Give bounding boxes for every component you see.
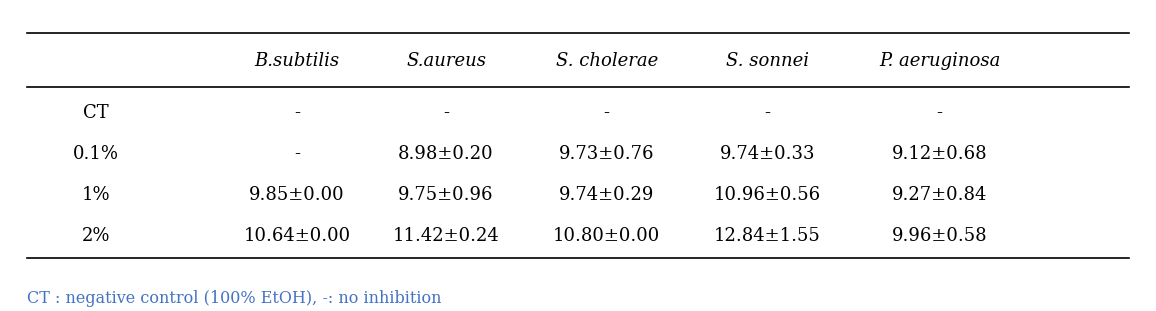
Text: 10.96±0.56: 10.96±0.56: [713, 186, 821, 204]
Text: 9.74±0.29: 9.74±0.29: [560, 186, 654, 204]
Text: -: -: [936, 104, 942, 122]
Text: S.aureus: S.aureus: [406, 52, 486, 70]
Text: P. aeruginosa: P. aeruginosa: [879, 52, 1000, 70]
Text: 9.75±0.96: 9.75±0.96: [399, 186, 494, 204]
Text: 10.64±0.00: 10.64±0.00: [243, 227, 350, 245]
Text: 2%: 2%: [82, 227, 110, 245]
Text: 10.80±0.00: 10.80±0.00: [553, 227, 660, 245]
Text: CT : negative control (100% EtOH), -: no inhibition: CT : negative control (100% EtOH), -: no…: [27, 290, 442, 307]
Text: 9.73±0.76: 9.73±0.76: [560, 145, 654, 163]
Text: B.subtilis: B.subtilis: [254, 52, 340, 70]
Text: 9.74±0.33: 9.74±0.33: [720, 145, 815, 163]
Text: 9.85±0.00: 9.85±0.00: [249, 186, 344, 204]
Text: 9.96±0.58: 9.96±0.58: [891, 227, 987, 245]
Text: 12.84±1.55: 12.84±1.55: [714, 227, 821, 245]
Text: -: -: [764, 104, 770, 122]
Text: 9.27±0.84: 9.27±0.84: [891, 186, 987, 204]
Text: 9.12±0.68: 9.12±0.68: [891, 145, 987, 163]
Text: 11.42±0.24: 11.42±0.24: [393, 227, 499, 245]
Text: S. cholerae: S. cholerae: [556, 52, 658, 70]
Text: -: -: [603, 104, 609, 122]
Text: 1%: 1%: [82, 186, 110, 204]
Text: 8.98±0.20: 8.98±0.20: [398, 145, 494, 163]
Text: 0.1%: 0.1%: [73, 145, 119, 163]
Text: -: -: [443, 104, 449, 122]
Text: S. sonnei: S. sonnei: [726, 52, 809, 70]
Text: CT: CT: [83, 104, 109, 122]
Text: -: -: [294, 104, 299, 122]
Text: -: -: [294, 145, 299, 163]
